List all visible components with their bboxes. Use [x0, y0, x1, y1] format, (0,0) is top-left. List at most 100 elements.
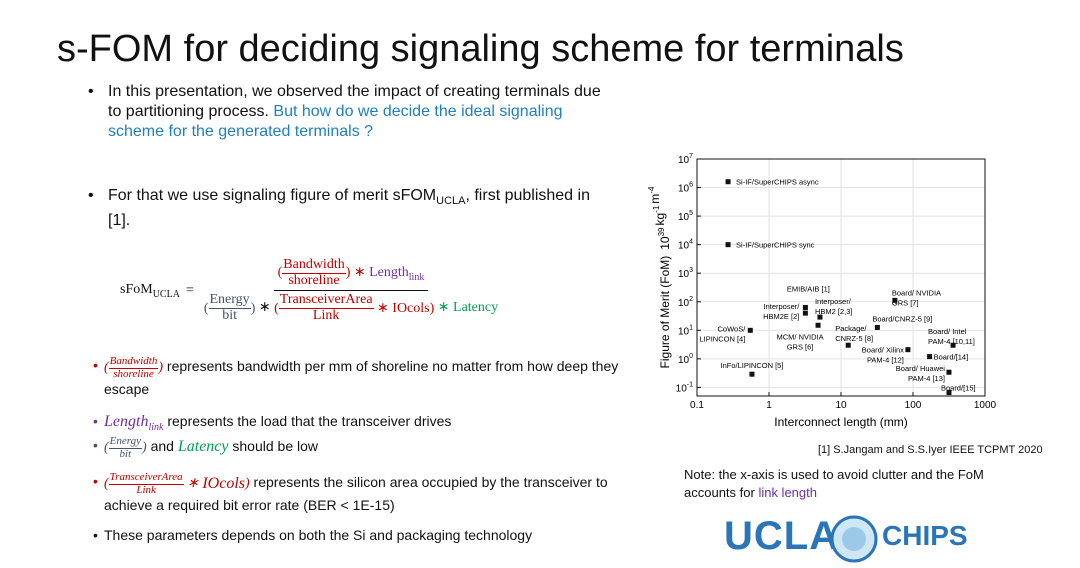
f-text: TransceiverArea	[278, 292, 374, 310]
f-sub: UCLA	[152, 288, 180, 300]
y-tick-power: 3	[689, 267, 693, 274]
f-text: Bandwidth	[108, 355, 159, 369]
point-label: MCM/ NVIDIA	[777, 332, 824, 341]
point-label: Board/ NVIDIA	[892, 288, 941, 297]
y-unit-base: 10	[658, 236, 672, 250]
point	[874, 324, 880, 330]
logo-icon	[830, 515, 878, 563]
bullet-text: and	[146, 438, 178, 455]
point-label: Interposer/	[764, 302, 801, 311]
y-tick-base: 10	[678, 184, 690, 195]
f-text: IOcols	[202, 475, 245, 493]
y-tick-base: 10	[678, 298, 690, 309]
bullet-text: represents the load that the transceiver…	[163, 413, 452, 429]
point-label: Board/ Huawei	[896, 364, 946, 373]
point	[927, 354, 933, 360]
f-text: Length	[369, 265, 409, 281]
bullet-text: In this presentation, we observed the im…	[108, 83, 601, 120]
f-text: Link	[312, 308, 340, 324]
point-label: CoWoS/	[718, 324, 747, 333]
f-text: Energy	[208, 292, 251, 310]
f-text: Length	[104, 413, 149, 430]
bullet-dot: •	[93, 527, 98, 543]
point-label: InFo/LIPINCON [5]	[720, 361, 783, 370]
point	[946, 390, 952, 396]
y-tick-power: 2	[689, 296, 693, 303]
bullet-text: represents bandwidth per mm of shoreline…	[104, 358, 619, 398]
bullet: • Lengthlink represents the load that the…	[90, 412, 649, 437]
y-tick-label: 101	[678, 324, 693, 337]
plot-frame	[696, 158, 986, 397]
point-label: Board/[14]	[934, 353, 969, 362]
point-label: GRS [6]	[787, 342, 814, 351]
bullet-dot: •	[93, 413, 98, 429]
point-label: Si-IF/SuperCHIPS sync	[736, 241, 815, 250]
citation: [1] S.Jangam and S.S.Iyer IEEE TCPMT 202…	[818, 444, 1043, 456]
y-tick-label: 102	[678, 296, 693, 309]
bullet-text: should be low	[228, 438, 319, 455]
bullet-text: represents the silicon area occupied by …	[104, 474, 608, 514]
f-text: Lengthlink	[369, 265, 424, 283]
bullet-text: These parameters depends on both the Si …	[104, 527, 533, 543]
y-tick-label: 107	[678, 153, 693, 166]
f-op: ∗	[258, 300, 271, 316]
y-tick-power: 6	[689, 182, 693, 189]
logo-ucla: UCLA	[724, 514, 840, 558]
f-text: Latency	[453, 300, 499, 316]
y-unit-sup: -1	[652, 205, 661, 213]
x-axis-label: Interconnect length (mm)	[774, 415, 907, 429]
point-label: Board/CNRZ-5 [9]	[872, 314, 932, 323]
y-tick-base: 10	[678, 212, 690, 223]
y-tick-base: 10	[678, 241, 690, 252]
point	[749, 371, 755, 377]
point-label: Board/[15]	[941, 384, 976, 393]
f-sub: link	[148, 422, 164, 434]
f-op: ∗	[377, 301, 389, 317]
point-label: LIPINCON [4]	[699, 334, 745, 343]
f-op: ∗	[353, 265, 366, 281]
y-tick-power: 0	[689, 353, 693, 360]
bullet-dot: •	[93, 437, 98, 453]
y-unit-base: m	[648, 194, 662, 204]
point	[905, 347, 911, 353]
logo-chips: CHIPS	[882, 520, 968, 551]
f-text: Bandwidth	[282, 257, 346, 274]
slide-title: s-FOM for deciding signaling scheme for …	[57, 28, 904, 70]
f-op: ∗	[187, 476, 199, 492]
y-tick-power: 5	[689, 210, 693, 217]
y-tick-base: 10	[678, 155, 690, 166]
bullet: For that we use signaling figure of meri…	[88, 186, 608, 231]
point	[817, 314, 823, 320]
point-label: PAM-4 [13]	[908, 374, 945, 383]
point	[802, 310, 808, 316]
bullet-dot: •	[93, 357, 98, 373]
y-tick-power: 1	[689, 324, 693, 331]
note-text: Note: the x-axis is used to avoid clutte…	[684, 467, 984, 500]
point	[747, 327, 753, 333]
x-tick-label: 0.1	[690, 400, 704, 411]
y-tick-base: 10	[678, 326, 690, 337]
y-tick-label: 106	[678, 182, 693, 195]
y-unit-sup: 39	[657, 227, 666, 236]
point-label: Package/	[835, 324, 867, 333]
f-text: Energy	[108, 435, 143, 449]
bullet-text: But how do we decide the ideal signaling…	[108, 103, 563, 140]
x-tick-label: 10	[835, 400, 847, 411]
f-text: shoreline	[113, 367, 154, 380]
x-tick-label: 1000	[974, 400, 997, 411]
